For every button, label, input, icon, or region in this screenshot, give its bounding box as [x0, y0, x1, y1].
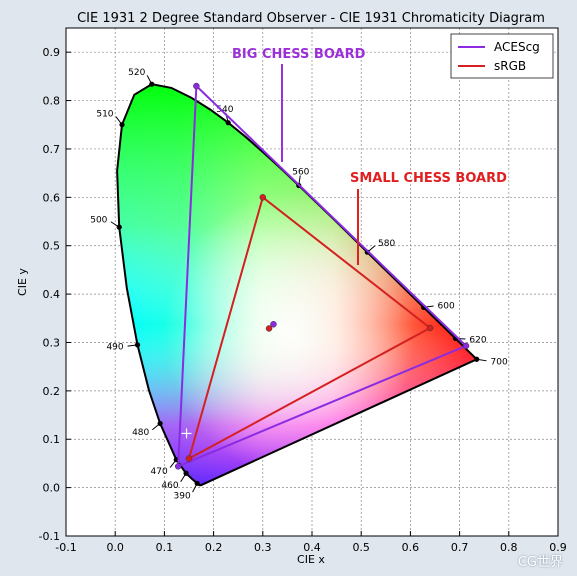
gamut-sRGB [187, 195, 432, 461]
axes: -0.1 0.0 0.1 0.2 0.3 0.4 0.5 0.6 0.7 0.8 0.9 -0.1 0.… [39, 46, 567, 554]
wavelength-dot-700 [474, 356, 480, 362]
wavelength-label-500: 500 [90, 216, 107, 226]
wavelength-label-600: 600 [438, 301, 455, 311]
x-tick-label: -0.1 [55, 541, 76, 554]
wavelength-dot-540 [225, 120, 231, 126]
chart-title: CIE 1931 2 Degree Standard Observer - CI… [77, 11, 545, 26]
wavelength-label-700: 700 [491, 357, 508, 367]
x-tick-label: 0.8 [500, 541, 518, 554]
primary-point-sRGB [426, 324, 434, 332]
wavelength-label-520: 520 [128, 68, 145, 78]
y-tick-label: 0.6 [43, 191, 61, 204]
annotation-big-chess-board: BIG CHESS BOARD [232, 47, 366, 62]
x-tick-label: 0.1 [156, 541, 174, 554]
annotations: BIG CHESS BOARD SMALL CHESS BOARD [232, 47, 507, 265]
primary-point-ACEScg [174, 463, 182, 470]
primary-point-ACEScg [193, 82, 200, 90]
x-tick-label: 0.3 [254, 541, 272, 554]
legend-label-srgb: sRGB [494, 59, 526, 73]
primary-point-sRGB [185, 455, 193, 462]
x-tick-label: 0.0 [106, 541, 124, 554]
y-tick-label: 0.2 [43, 385, 61, 398]
wavelength-label-510: 510 [96, 110, 113, 120]
gamut-triangles [174, 82, 470, 470]
wavelength-dot-490 [134, 342, 141, 348]
wavelength-dot-510 [119, 122, 125, 128]
wavelength-label-460: 460 [161, 481, 178, 491]
wavelength-label-620: 620 [469, 335, 486, 345]
annotation-small-chess-board: SMALL CHESS BOARD [350, 171, 507, 186]
wavelength-dot-520 [149, 81, 155, 87]
y-tick-label: 0.4 [43, 288, 61, 301]
y-tick-label: -0.1 [39, 530, 60, 543]
y-tick-label: 0.7 [43, 143, 61, 156]
wavelength-dot-460 [183, 470, 189, 476]
y-tick-label: 0.0 [43, 482, 61, 495]
wavelength-label-490: 490 [106, 343, 123, 353]
wavelength-label-580: 580 [378, 239, 395, 249]
y-tick-label: 0.5 [43, 240, 61, 253]
x-tick-label: 0.9 [549, 541, 567, 554]
x-tick-label: 0.7 [451, 541, 469, 554]
whitepoint-sRGB [265, 325, 273, 332]
wavelength-dot-390 [194, 480, 200, 486]
legend: ACEScg sRGB [450, 33, 554, 79]
wavelength-label-540: 540 [216, 105, 233, 115]
x-axis-label: CIE x [297, 553, 325, 566]
plot-frame [65, 27, 559, 537]
whitepoint-ACEScg [270, 321, 277, 328]
watermark: CG世界 [517, 555, 563, 570]
x-tick-label: 0.4 [303, 541, 321, 554]
wavelength-label-470: 470 [151, 467, 168, 477]
y-tick-label: 0.8 [43, 95, 61, 108]
legend-label-acescg: ACEScg [494, 40, 540, 54]
legend-box [450, 33, 554, 79]
x-tick-label: 0.5 [352, 541, 370, 554]
wavelength-label-390: 390 [174, 492, 191, 502]
y-axis-label: CIE y [16, 268, 29, 296]
wavelength-dot-500 [116, 224, 122, 230]
wavelength-dot-480 [157, 420, 163, 427]
y-tick-label: 0.9 [43, 46, 61, 59]
gamut-ACEScg [177, 83, 468, 468]
primary-point-sRGB [259, 194, 267, 201]
y-tick-label: 0.3 [43, 336, 61, 349]
primary-point-ACEScg [462, 342, 470, 350]
x-tick-label: 0.2 [205, 541, 223, 554]
wavelength-label-560: 560 [292, 168, 309, 178]
x-tick-label: 0.6 [402, 541, 420, 554]
wavelength-label-480: 480 [132, 428, 149, 438]
y-tick-label: 0.1 [43, 433, 61, 446]
